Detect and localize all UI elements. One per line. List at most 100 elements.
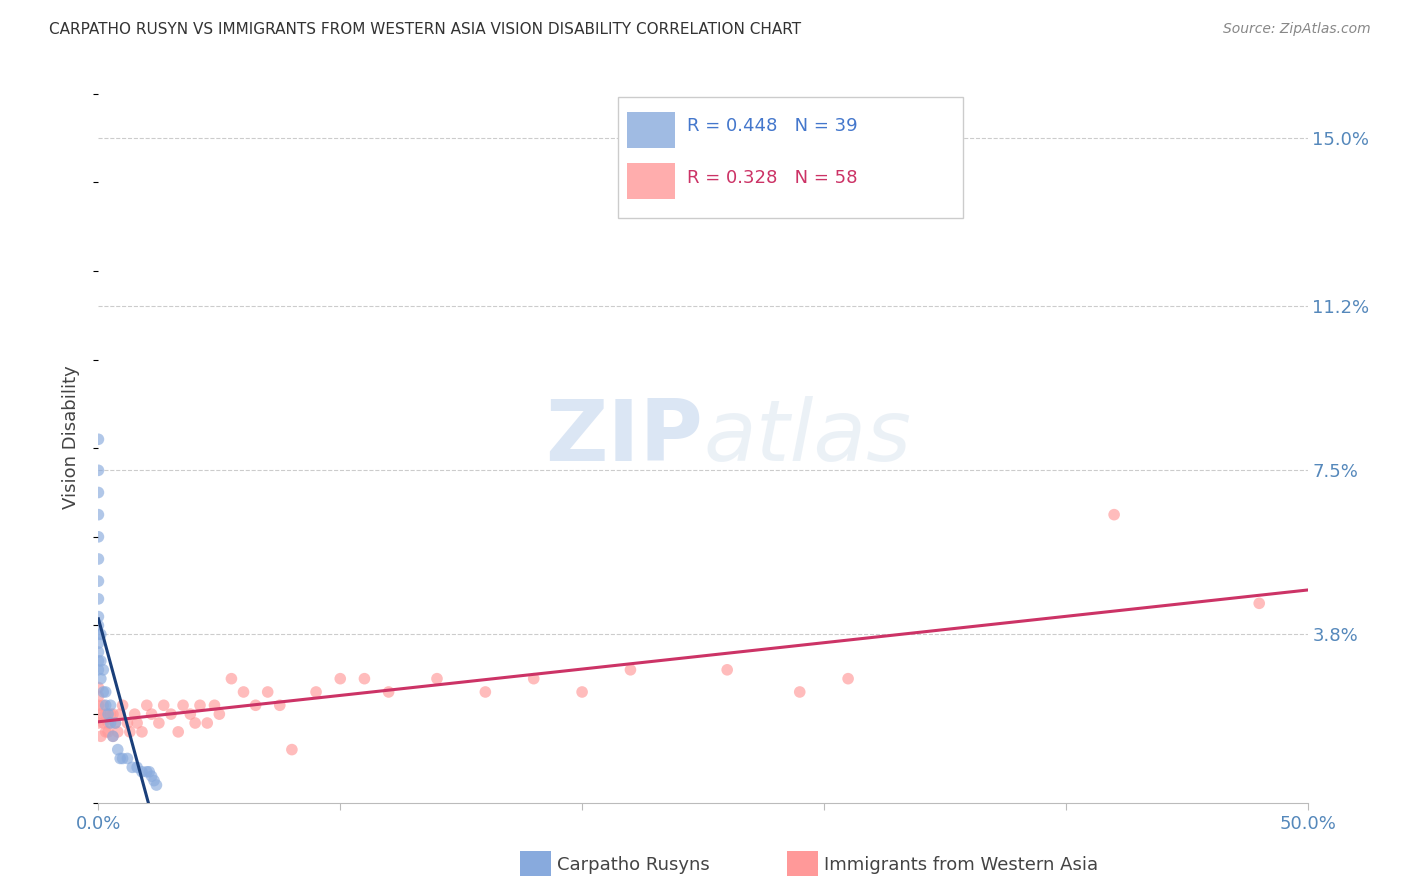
Point [107,724,129,739]
Point [107,742,129,756]
Point [716,663,738,677]
Point [87,508,110,522]
Point [184,716,207,731]
Point [101,729,124,743]
Point [87,690,110,704]
Point [208,707,231,722]
Point [100,698,122,713]
Point [138,764,160,779]
Point [100,716,122,731]
Point [108,707,131,722]
Point [204,698,226,713]
Point [143,773,166,788]
Point [91,663,114,677]
Point [87,530,110,544]
Point [232,685,254,699]
Point [97,724,120,739]
Point [571,685,593,699]
Point [111,698,134,713]
Point [145,778,167,792]
Point [124,707,146,722]
Point [87,681,110,695]
Point [87,618,110,632]
Point [474,685,496,699]
Text: Carpatho Rusyns: Carpatho Rusyns [557,856,710,874]
Point [127,760,149,774]
Point [377,685,399,699]
Point [167,724,190,739]
Point [117,716,139,731]
Text: ZIP: ZIP [546,395,703,479]
Point [131,764,153,779]
Point [87,645,110,659]
FancyBboxPatch shape [627,163,675,200]
Point [837,672,859,686]
Point [135,764,157,779]
Point [256,685,278,699]
Point [160,707,183,722]
Point [148,716,170,731]
Point [108,751,131,765]
Point [91,685,114,699]
Point [87,552,110,566]
Point [172,698,194,713]
Point [101,729,124,743]
Point [97,707,120,722]
Point [90,672,112,686]
Point [131,724,153,739]
Point [87,432,110,446]
Text: R = 0.448   N = 39: R = 0.448 N = 39 [688,118,858,136]
Point [353,672,375,686]
Point [121,760,143,774]
Point [789,685,811,699]
Point [141,769,163,783]
Point [195,716,218,731]
Point [101,707,124,722]
Point [87,654,110,668]
Point [87,609,110,624]
Point [87,463,110,477]
Point [90,729,112,743]
Point [523,672,546,686]
Point [87,698,110,713]
Point [97,716,120,731]
Point [188,698,211,713]
Point [91,698,114,713]
Point [281,742,304,756]
Point [87,663,110,677]
Point [94,685,117,699]
Text: atlas: atlas [703,395,911,479]
Point [90,627,112,641]
Point [426,672,449,686]
Point [1102,508,1125,522]
Point [87,627,110,641]
Point [87,716,110,731]
Point [1249,596,1271,610]
Point [152,698,174,713]
Text: CARPATHO RUSYN VS IMMIGRANTS FROM WESTERN ASIA VISION DISABILITY CORRELATION CHA: CARPATHO RUSYN VS IMMIGRANTS FROM WESTER… [49,22,801,37]
Point [111,751,134,765]
Point [221,672,243,686]
Point [104,716,127,731]
Point [90,654,112,668]
Point [245,698,267,713]
Point [117,751,139,765]
Point [329,672,352,686]
Point [100,707,122,722]
Point [104,716,127,731]
Point [87,485,110,500]
Text: R = 0.328   N = 58: R = 0.328 N = 58 [688,169,858,186]
Point [269,698,291,713]
Point [91,716,114,731]
Point [87,591,110,606]
Y-axis label: Vision Disability: Vision Disability [62,365,80,509]
Point [179,707,201,722]
Text: Immigrants from Western Asia: Immigrants from Western Asia [824,856,1098,874]
Point [90,707,112,722]
Point [94,698,117,713]
Point [94,707,117,722]
Point [127,716,149,731]
Point [305,685,328,699]
Point [87,636,110,650]
Point [87,707,110,722]
